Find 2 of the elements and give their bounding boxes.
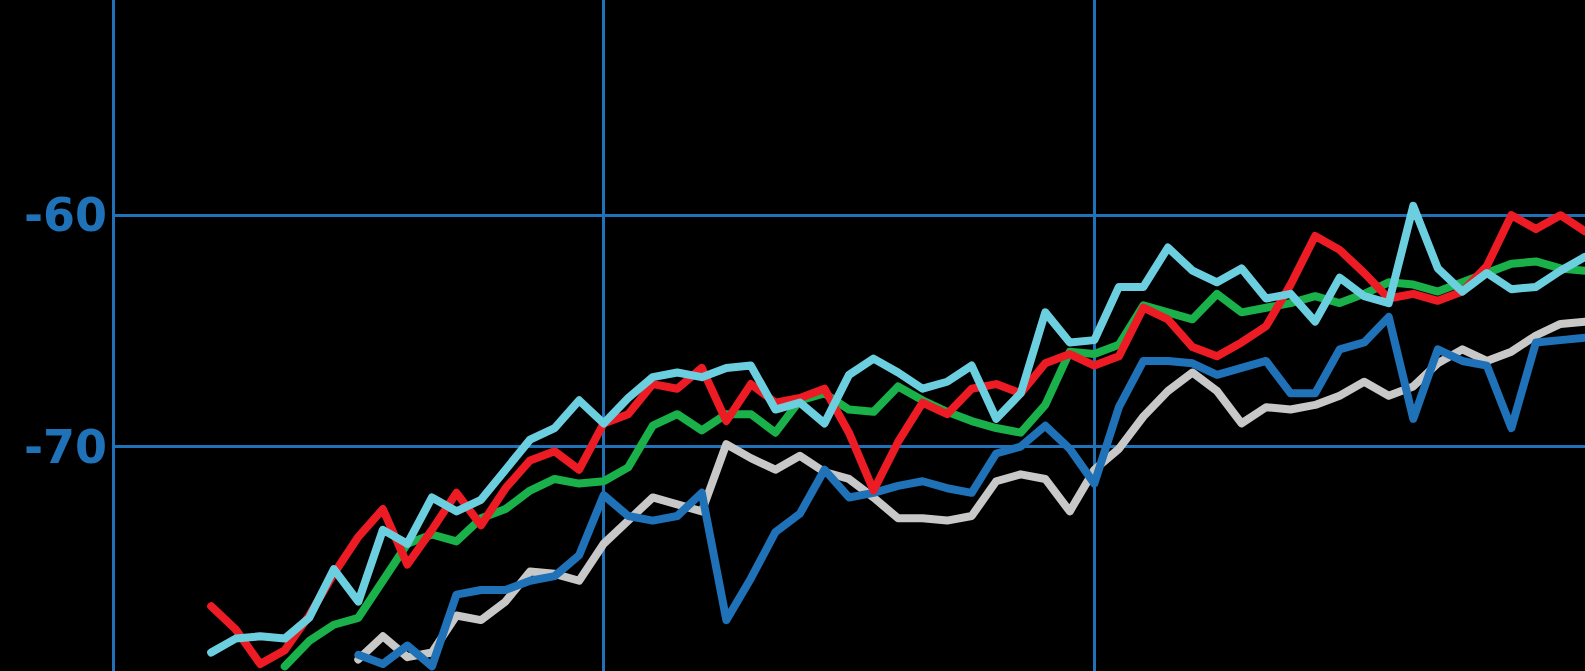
y-tick-label: -70 xyxy=(23,419,107,474)
y-tick-label: -60 xyxy=(23,188,107,243)
